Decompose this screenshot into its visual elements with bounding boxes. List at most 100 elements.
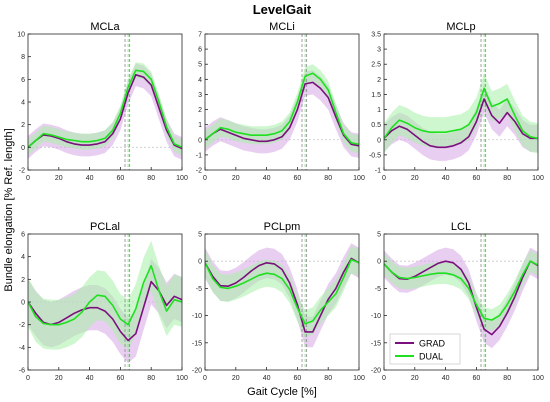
y-tick-label: 0 — [21, 300, 25, 307]
plot-area-mcli — [205, 34, 359, 170]
y-tick-label: 6 — [21, 77, 25, 84]
x-tick-label: 80 — [147, 175, 155, 182]
panel-title-mcla: MCLa — [90, 21, 120, 33]
panel-mcli: MCLi 0 20 40 60 80 100 -2 -1 0 1 2 3 4 5 6 7 — [196, 21, 365, 182]
y-tick-label: 3.5 — [371, 32, 381, 39]
y-tick-label: -2 — [196, 168, 202, 175]
y-tick-label: -1 — [375, 168, 381, 175]
x-tick-label: 40 — [86, 375, 94, 382]
y-tick-label: 3 — [377, 47, 381, 54]
y-tick-label: 0 — [21, 145, 25, 152]
y-tick-label: 2 — [377, 77, 381, 84]
series-line-grad — [205, 81, 359, 147]
y-tick-label: 6 — [21, 232, 25, 239]
series-line-dual — [28, 264, 182, 326]
x-tick-label: 20 — [232, 175, 240, 182]
y-tick-label: 6 — [198, 47, 202, 54]
y-tick-label: 2 — [21, 122, 25, 129]
y-tick-label: -0.5 — [369, 152, 381, 159]
y-tick-label: 4 — [21, 254, 25, 261]
y-tick-label: 0 — [377, 137, 381, 144]
x-tick-label: 20 — [411, 375, 419, 382]
x-tick-label: 0 — [382, 375, 386, 382]
x-tick-label: 40 — [442, 175, 450, 182]
y-tick-label: 2 — [21, 277, 25, 284]
x-tick-label: 80 — [503, 375, 511, 382]
y-tick-label: 1.5 — [371, 92, 381, 99]
x-tick-label: 40 — [263, 175, 271, 182]
y-tick-label: -15 — [192, 340, 202, 347]
series-line-dual — [28, 69, 182, 149]
y-tick-label: -5 — [375, 286, 381, 293]
x-tick-label: 80 — [324, 375, 332, 382]
x-tick-label: 100 — [176, 175, 188, 182]
panel-title-lcl: LCL — [451, 221, 471, 233]
y-tick-label: -15 — [371, 340, 381, 347]
x-tick-label: 0 — [203, 375, 207, 382]
axes-box — [204, 33, 360, 171]
x-tick-label: 100 — [353, 375, 365, 382]
panel-lcl: LCL 0 20 40 60 80 100 -20 -15 -10 -5 0 5 — [371, 221, 544, 382]
y-tick-label: 0 — [198, 259, 202, 266]
y-tick-label: 3 — [198, 92, 202, 99]
x-tick-label: 40 — [442, 375, 450, 382]
y-tick-label: -4 — [19, 345, 25, 352]
legend-label-dual: DUAL — [419, 352, 443, 362]
y-tick-label: -5 — [196, 286, 202, 293]
x-tick-label: 60 — [117, 375, 125, 382]
band-dual — [384, 250, 538, 331]
x-tick-label: 100 — [532, 175, 544, 182]
plot-area-mclp — [384, 34, 538, 170]
panel-mclp: MCLp 0 20 40 60 80 100 -1 -0.5 0 0.5 1 1.5 2 2.5 3 3.5 — [369, 21, 544, 182]
x-tick-label: 80 — [324, 175, 332, 182]
plot-area-lcl — [384, 234, 538, 370]
x-tick-label: 60 — [473, 175, 481, 182]
x-tick-label: 60 — [473, 375, 481, 382]
axes-box — [383, 233, 539, 371]
panel-title-mcli: MCLi — [269, 21, 295, 33]
legend: GRAD DUAL — [389, 333, 461, 365]
y-tick-label: 5 — [198, 232, 202, 239]
legend-label-grad: GRAD — [419, 339, 446, 349]
x-tick-label: 60 — [294, 175, 302, 182]
plot-area-mcla — [28, 34, 182, 170]
axes-box — [204, 233, 360, 371]
panel-title-pclpm: PCLpm — [264, 221, 301, 233]
band-dual — [205, 64, 359, 154]
plot-area-pclpm — [205, 234, 359, 370]
y-tick-label: -2 — [19, 168, 25, 175]
x-tick-label: 20 — [411, 175, 419, 182]
x-tick-label: 40 — [86, 175, 94, 182]
x-tick-label: 100 — [353, 175, 365, 182]
y-tick-label: 1 — [377, 107, 381, 114]
y-tick-label: 4 — [198, 77, 202, 84]
x-tick-label: 80 — [503, 175, 511, 182]
y-tick-label: 0 — [198, 137, 202, 144]
band-dual — [384, 73, 538, 154]
x-tick-label: 20 — [55, 375, 63, 382]
x-tick-label: 0 — [382, 175, 386, 182]
y-tick-label: -6 — [19, 368, 25, 375]
figure-x-axis-label: Gait Cycle [%] — [247, 386, 317, 398]
y-tick-label: 5 — [377, 232, 381, 239]
x-tick-label: 20 — [232, 375, 240, 382]
y-tick-label: -10 — [371, 313, 381, 320]
x-tick-label: 100 — [176, 375, 188, 382]
y-tick-label: 7 — [198, 32, 202, 39]
legend-box — [389, 333, 461, 365]
y-tick-label: 8 — [21, 54, 25, 61]
axes-box — [383, 33, 539, 171]
y-tick-label: 2.5 — [371, 62, 381, 69]
x-tick-label: 0 — [26, 175, 30, 182]
series-line-dual — [205, 72, 359, 146]
band-dual — [28, 62, 182, 156]
y-tick-label: -1 — [196, 152, 202, 159]
y-tick-label: 0 — [377, 259, 381, 266]
y-tick-label: -10 — [192, 313, 202, 320]
panel-title-pclal: PCLal — [90, 221, 120, 233]
x-tick-label: 100 — [532, 375, 544, 382]
y-tick-label: -20 — [192, 368, 202, 375]
y-tick-label: 2 — [198, 107, 202, 114]
